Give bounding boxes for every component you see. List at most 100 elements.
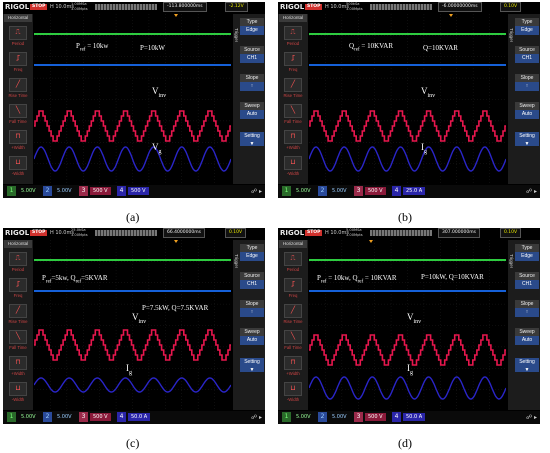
trigger-menu-value: CH1 [240, 280, 264, 289]
chevron-down-icon: ▼ [524, 367, 530, 373]
measure-3-button[interactable]: ╲ Fall Time [6, 330, 30, 352]
ch4-badge[interactable]: 4 500 V [117, 185, 149, 198]
trigger-menu-title: Source [240, 272, 264, 280]
status-bar: RIGOL STOP H 10.0ms 25.0kSa 3.00Mpts 66.… [3, 228, 265, 239]
measure-4-button[interactable]: ⊓ +Width [6, 130, 30, 152]
ch2-badge[interactable]: 2 5.00V [43, 411, 75, 424]
measure-5-button[interactable]: ⊔ -Width [6, 382, 30, 404]
trigger-menu-3[interactable]: Sweep Auto [240, 328, 264, 345]
oscilloscope-panel: RIGOL STOP H 10.0ms 5.00MSa 3.00Mpts 307… [278, 228, 540, 424]
measure-1-button[interactable]: ⎎ Freq [281, 278, 305, 300]
inverter-voltage-label: Vinv [152, 86, 167, 99]
measure-icon: ⎍ [9, 252, 27, 266]
trigger-time: 66.4000000ms [163, 228, 205, 238]
measured-label: P=10kW, Q=10KVAR [421, 273, 484, 281]
ch1-badge[interactable]: 1 5.00V [282, 411, 314, 424]
ch1-badge[interactable]: 1 5.00V [7, 411, 39, 424]
trigger-menu-3[interactable]: Sweep Auto [515, 102, 539, 119]
trigger-menu-1[interactable]: Source CH1 [240, 46, 264, 63]
measure-0-button[interactable]: ⎍ Period [6, 26, 30, 48]
brand-logo: RIGOL [5, 3, 30, 11]
ch4-badge[interactable]: 4 25.0 A [392, 185, 426, 198]
trigger-menu-2[interactable]: Slope ↑ [515, 74, 539, 91]
setting-button[interactable]: Setting ▼ [240, 358, 264, 373]
grid-signal-label: Ig [421, 142, 427, 155]
grid-signal-label: Vg [152, 142, 162, 155]
measure-1-button[interactable]: ⎎ Freq [6, 52, 30, 74]
measure-icon: ╱ [9, 78, 27, 92]
measure-2-button[interactable]: ╱ Rise Time [281, 78, 305, 100]
caption-d: (d) [398, 436, 412, 450]
measure-sidebar: Horizontal ⎍ Period ⎎ Freq ╱ Rise Time ╲ Fall T… [278, 14, 308, 184]
waveform-svg [309, 240, 506, 411]
measure-4-button[interactable]: ⊓ +Width [281, 130, 305, 152]
measure-2-button[interactable]: ╱ Rise Time [281, 304, 305, 326]
trigger-marker-icon [369, 240, 373, 243]
caption-b: (b) [398, 210, 412, 224]
ch2-badge[interactable]: 2 5.00V [43, 185, 75, 198]
measure-label: Rise Time [8, 319, 28, 324]
measure-icon: ⊓ [284, 130, 302, 144]
trigger-menu-2[interactable]: Slope ↑ [515, 300, 539, 317]
ch2-badge[interactable]: 2 5.00V [318, 411, 350, 424]
ch2-badge[interactable]: 2 5.00V [318, 185, 350, 198]
trigger-menu-1[interactable]: Source CH1 [515, 46, 539, 63]
channel-bar: 1 5.00V 2 5.00V 3 500 V 4 50.0 A ☍ ▸ [3, 411, 265, 424]
trigger-menu-1[interactable]: Source CH1 [515, 272, 539, 289]
setting-button[interactable]: Setting ▼ [515, 358, 539, 373]
ch4-badge[interactable]: 4 50.0 A [117, 411, 151, 424]
measure-2-button[interactable]: ╱ Rise Time [6, 304, 30, 326]
ch3-badge[interactable]: 3 500 V [79, 185, 111, 198]
setting-button[interactable]: Setting ▼ [240, 132, 264, 147]
measure-icon: ⊔ [284, 156, 302, 170]
setting-button[interactable]: Setting ▼ [515, 132, 539, 147]
ch3-badge[interactable]: 3 500 V [354, 185, 386, 198]
sample-rate: 1.00MSa 3.00Mpts [71, 2, 88, 11]
trigger-menu-0[interactable]: Type Edge [240, 244, 264, 261]
measure-4-button[interactable]: ⊓ +Width [281, 356, 305, 378]
measure-label: Period [286, 41, 300, 46]
ch4-trace [309, 376, 506, 400]
measure-5-button[interactable]: ⊔ -Width [6, 156, 30, 178]
oscilloscope-panel: RIGOL STOP H 10.0ms 1.00MSa 3.00Mpts -11… [3, 2, 265, 198]
status-bar: RIGOL STOP H 10.0ms 1.00MSa 3.00Mpts -11… [3, 2, 265, 13]
trigger-label: Trigger [234, 254, 239, 269]
ch3-trace [309, 334, 506, 366]
trigger-menu-3[interactable]: Sweep Auto [240, 102, 264, 119]
measure-3-button[interactable]: ╲ Fall Time [281, 330, 305, 352]
trigger-menu-value: Edge [515, 252, 539, 261]
trigger-menu-0[interactable]: Type Edge [515, 18, 539, 35]
trigger-menu-2[interactable]: Slope ↑ [240, 300, 264, 317]
ch3-badge[interactable]: 3 500 V [79, 411, 111, 424]
stop-indicator[interactable]: STOP [30, 4, 48, 10]
reference-label: Pref=5kw, Qref=5KVAR [42, 274, 108, 285]
measure-1-button[interactable]: ⎎ Freq [281, 52, 305, 74]
measure-1-button[interactable]: ⎎ Freq [6, 278, 30, 300]
trigger-menu-2[interactable]: Slope ↑ [240, 74, 264, 91]
measure-5-button[interactable]: ⊔ -Width [281, 382, 305, 404]
trigger-menu-title: Sweep [240, 102, 264, 110]
measure-0-button[interactable]: ⎍ Period [281, 26, 305, 48]
stop-indicator[interactable]: STOP [305, 230, 323, 236]
measure-4-button[interactable]: ⊓ +Width [6, 356, 30, 378]
measure-3-button[interactable]: ╲ Fall Time [281, 104, 305, 126]
measure-sidebar: Horizontal ⎍ Period ⎎ Freq ╱ Rise Time ╲ Fall T… [278, 240, 308, 410]
ch1-badge[interactable]: 1 5.00V [7, 185, 39, 198]
measure-0-button[interactable]: ⎍ Period [6, 252, 30, 274]
trigger-menu-0[interactable]: Type Edge [240, 18, 264, 35]
measure-5-button[interactable]: ⊔ -Width [281, 156, 305, 178]
ch4-badge[interactable]: 4 50.0 A [392, 411, 426, 424]
stop-indicator[interactable]: STOP [30, 230, 48, 236]
measure-0-button[interactable]: ⎍ Period [281, 252, 305, 274]
trigger-menu-3[interactable]: Sweep Auto [515, 328, 539, 345]
ch3-trace [34, 110, 231, 142]
reference-label: Pref = 10kw, Qref = 10KVAR [317, 274, 397, 285]
trigger-menu-value: ↑ [515, 82, 539, 91]
measure-2-button[interactable]: ╱ Rise Time [6, 78, 30, 100]
ch1-badge[interactable]: 1 5.00V [282, 185, 314, 198]
ch3-badge[interactable]: 3 500 V [354, 411, 386, 424]
trigger-menu-0[interactable]: Type Edge [515, 244, 539, 261]
trigger-menu-1[interactable]: Source CH1 [240, 272, 264, 289]
stop-indicator[interactable]: STOP [305, 4, 323, 10]
measure-3-button[interactable]: ╲ Fall Time [6, 104, 30, 126]
